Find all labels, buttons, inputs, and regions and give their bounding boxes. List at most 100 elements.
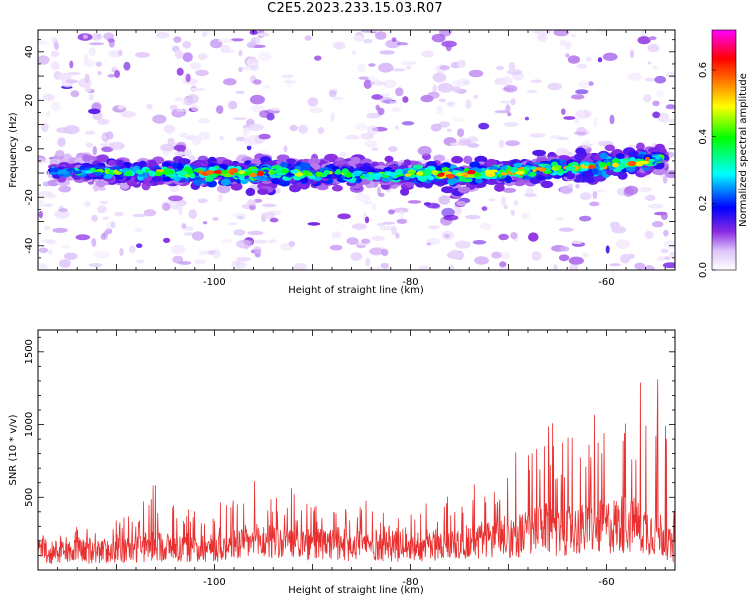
spectrogram-noise-blob — [136, 243, 143, 248]
spectrogram-noise-blob — [530, 79, 543, 84]
spectrogram-noise-blob — [118, 49, 123, 57]
spectrogram-noise-blob — [503, 204, 508, 210]
spectrogram-noise-blob — [559, 246, 570, 252]
spectrogram-noise-blob — [235, 136, 246, 142]
spectrogram-noise-blob — [156, 31, 170, 39]
spectrogram-noise-blob — [178, 261, 192, 265]
spectrogram-band-blob — [497, 173, 503, 178]
spectrogram-band-blob — [368, 172, 376, 179]
spectrogram-noise-blob — [50, 50, 60, 57]
spectrogram-noise-blob — [345, 134, 360, 140]
spectrogram-noise-blob — [373, 80, 384, 87]
spectrogram-noise-blob — [107, 38, 115, 43]
spectrogram-band-blob — [103, 174, 113, 179]
spectrogram-noise-blob — [508, 61, 516, 71]
spectrogram-band-blob — [408, 170, 416, 175]
snr-y-axis-title: SNR (10 * v/v) — [8, 414, 19, 485]
spectrogram-band-blob — [72, 170, 83, 175]
spectrogram-noise-blob — [571, 240, 583, 245]
spectrogram-noise-blob — [105, 228, 113, 235]
spectrogram-noise-blob — [346, 237, 359, 245]
spectrogram-noise-blob — [262, 211, 276, 219]
spectrogram-noise-blob — [176, 67, 184, 76]
spectrogram-noise-blob — [65, 79, 79, 84]
spectrogram-band-blob — [456, 172, 462, 177]
spectrogram-band-blob — [384, 155, 394, 163]
spectrogram-band-blob — [89, 167, 96, 173]
spectrogram-noise-blob — [498, 233, 509, 241]
spectrogram-noise-blob — [181, 223, 187, 230]
spectrogram-noise-blob — [258, 133, 271, 140]
spectrogram-noise-blob — [554, 216, 564, 221]
spectrogram-band-blob — [300, 177, 309, 184]
spectrogram-noise-blob — [136, 259, 145, 264]
spectrogram-noise-blob — [329, 244, 343, 251]
spectrogram-noise-blob — [437, 82, 454, 93]
spectrogram-noise-blob — [190, 87, 206, 92]
spectrogram-noise-blob — [457, 59, 466, 68]
spectrogram-band-blob — [655, 155, 661, 160]
spectrogram-noise-blob — [499, 261, 507, 268]
spectrogram-noise-blob — [368, 63, 376, 67]
spectrogram-band-blob — [213, 170, 223, 174]
spectrogram-noise-blob — [432, 72, 447, 83]
x-tick-label: -80 — [402, 577, 418, 588]
spectrogram-band-blob — [448, 177, 459, 184]
spectrogram-noise-blob — [647, 61, 652, 65]
spectrogram-noise-blob — [177, 205, 183, 216]
spectrogram-band-blob — [55, 150, 65, 157]
spectrogram-band-blob — [373, 173, 383, 177]
spectrogram-noise-blob — [448, 264, 455, 270]
spectrogram-noise-blob — [468, 69, 484, 78]
spectrogram-noise-blob — [611, 226, 627, 234]
spectrogram-noise-blob — [449, 142, 463, 147]
spectrogram-noise-blob — [238, 49, 243, 57]
spectrogram-noise-blob — [501, 196, 506, 206]
spectrogram-noise-blob — [128, 245, 136, 254]
spectrogram-noise-blob — [665, 71, 675, 78]
spectrogram-noise-blob — [643, 265, 655, 270]
spectrogram-noise-blob — [243, 136, 255, 147]
spectrogram-panel: -100 -80 -60 -40 -20 0 20 40 Height of straigh… — [8, 29, 676, 296]
spectrogram-band-blob — [112, 165, 120, 170]
spectrogram-band-blob — [432, 170, 439, 176]
spectrogram-band-blob — [334, 170, 342, 175]
spectrogram-noise-blob — [376, 223, 385, 227]
spectrogram-noise-blob — [365, 257, 370, 267]
spectrogram-band-blob — [652, 168, 666, 176]
spectrogram-noise-blob — [579, 192, 592, 201]
spectrogram-band-blob — [611, 158, 621, 164]
spectrogram-noise-blob — [216, 184, 231, 194]
spectrogram-noise-blob — [363, 79, 372, 89]
spectrogram-band-blob — [475, 177, 483, 184]
spectrogram-noise-blob — [652, 111, 661, 119]
spectrogram-noise-blob — [455, 240, 471, 249]
spectrogram-noise-blob — [102, 216, 110, 220]
spectrogram-noise-blob — [97, 71, 102, 76]
spectrogram-band-blob — [404, 173, 411, 177]
spectrogram-noise-blob — [513, 200, 519, 206]
spectrogram-noise-blob — [135, 51, 150, 58]
spectrogram-band-blob — [504, 175, 513, 184]
spectrogram-noise-blob — [38, 200, 45, 208]
spectrogram-band-blob — [331, 184, 343, 192]
spectrogram-noise-blob — [371, 94, 384, 100]
spectrogram-noise-blob — [576, 63, 588, 69]
spectrogram-noise-blob — [283, 145, 288, 153]
spectrogram-noise-blob — [202, 31, 208, 37]
spectrogram-noise-blob — [366, 112, 382, 119]
spectrogram-noise-blob — [162, 150, 171, 156]
spectrogram-noise-blob — [152, 114, 167, 124]
spectrogram-noise-blob — [67, 71, 81, 76]
spectrogram-noise-blob — [50, 101, 61, 112]
spectrogram-noise-blob — [283, 80, 297, 84]
spectrogram-noise-blob — [494, 110, 509, 114]
spectrogram-band-blob — [486, 179, 498, 185]
spectrogram-noise-blob — [163, 124, 176, 134]
spectrogram-noise-blob — [191, 104, 199, 112]
spectrogram-noise-blob — [58, 259, 71, 268]
spectrogram-band-blob — [457, 186, 471, 193]
spectrogram-noise-blob — [366, 267, 382, 270]
spectrogram-noise-blob — [186, 94, 199, 104]
spectrogram-noise-blob — [46, 193, 56, 199]
